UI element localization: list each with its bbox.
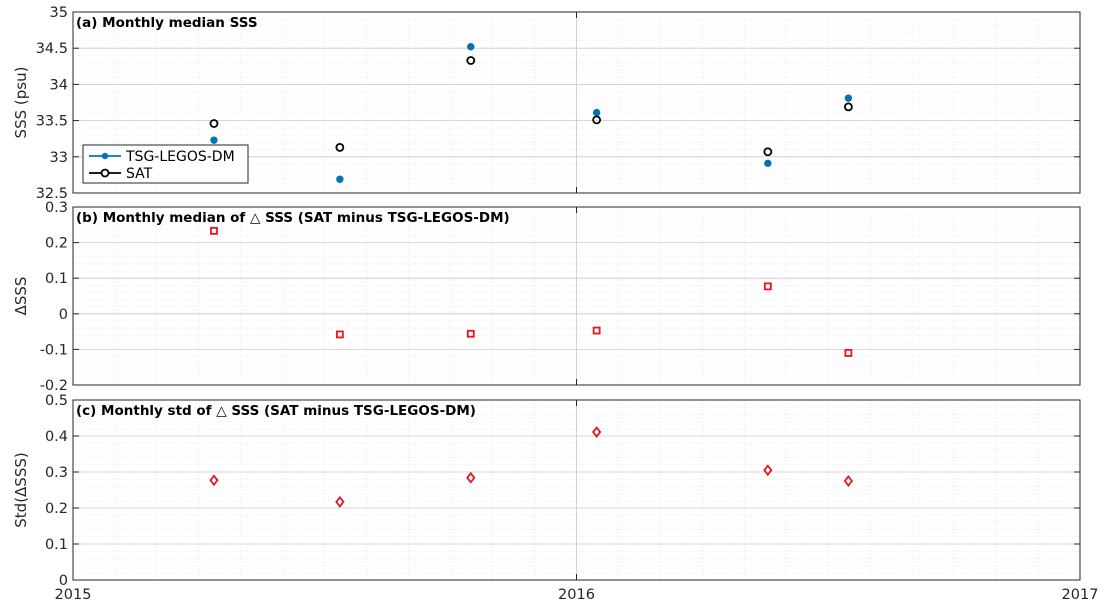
data-point-delta-std	[466, 471, 476, 484]
data-point-tsg	[467, 43, 475, 51]
data-point-delta-median	[592, 326, 601, 335]
axes-frame	[72, 11, 1081, 194]
y-axis-label: ΔSSS	[12, 277, 30, 316]
legend-entry: TSG-LEGOS-DM	[89, 149, 235, 165]
series-1	[209, 56, 853, 157]
data-point-tsg	[764, 159, 772, 168]
y-tick-label: 33	[50, 150, 68, 166]
data-point-delta-std	[335, 495, 345, 508]
major-grid	[73, 207, 1080, 385]
legend-label: SAT	[126, 166, 153, 182]
minor-grid	[73, 400, 1080, 580]
panel-c: 0 0.1 0.2 0.3 0.4 0.5 Std(ΔSSS) (c) Monthly std…	[12, 393, 1098, 603]
y-tick-label: 0.1	[45, 271, 68, 287]
series-0	[209, 426, 854, 508]
data-point-delta-median	[466, 329, 475, 338]
data-point-delta-median	[844, 349, 853, 357]
x-tick-label: 2016	[558, 587, 595, 603]
legend-label: TSG-LEGOS-DM	[125, 149, 235, 165]
y-tick-label: 0	[59, 307, 68, 323]
data-point-sat	[209, 119, 219, 128]
data-point-delta-std	[843, 475, 854, 487]
data-point-delta-median	[335, 330, 344, 339]
y-tick-label: 34.5	[36, 41, 68, 57]
panel-title: (a) Monthly median SSS	[76, 15, 258, 31]
series-0	[210, 226, 853, 357]
y-tick-label: 0	[59, 573, 68, 589]
data-point-sat	[335, 142, 345, 152]
data-point-sat	[592, 115, 602, 125]
data-point-tsg	[592, 108, 601, 117]
y-axis-label: Std(ΔSSS)	[12, 452, 30, 527]
axes-frame	[72, 206, 1081, 386]
series-0	[210, 43, 853, 183]
data-point-sat	[466, 56, 476, 65]
y-tick-label: -0.1	[40, 342, 68, 358]
y-tick-label: 0.1	[45, 537, 68, 553]
data-point-delta-std	[763, 464, 773, 477]
y-tick-label: 0.5	[45, 393, 68, 409]
y-tick-label: 35	[50, 5, 68, 21]
data-point-sat	[763, 147, 773, 157]
y-tick-label: 33.5	[36, 114, 68, 130]
data-point-delta-median	[763, 282, 772, 291]
panel-a: 32.5 33 33.5 34 34.5 35 SSS (psu) (a) Monthly m…	[12, 5, 1081, 202]
data-point-tsg	[336, 175, 344, 183]
data-point-sat	[843, 102, 853, 112]
panel-b: -0.2 -0.1 0 0.1 0.2 0.3 ΔSSS (b) Monthly median…	[12, 200, 1081, 394]
panel-title: (c) Monthly std of △ SSS (SAT minus TSG-…	[76, 403, 476, 419]
y-axis-label: SSS (psu)	[12, 67, 30, 139]
data-point-delta-median	[210, 226, 218, 235]
y-tick-label: 0.4	[45, 429, 68, 445]
legend-marker	[101, 152, 109, 160]
panel-title: (b) Monthly median of △ SSS (SAT minus T…	[76, 210, 510, 226]
minor-grid	[73, 12, 1080, 193]
y-tick-label: 32.5	[36, 186, 68, 202]
legend-box	[82, 144, 249, 184]
legend-marker	[100, 168, 110, 178]
x-tick-label: 2017	[1062, 587, 1099, 603]
y-tick-label: 34	[50, 77, 68, 93]
legend-entry: SAT	[89, 166, 153, 182]
x-tick-label: 2015	[55, 587, 92, 603]
major-grid	[73, 400, 1080, 580]
data-point-tsg	[844, 94, 853, 102]
y-tick-label: 0.3	[45, 465, 68, 481]
y-tick-label: 0.2	[45, 236, 68, 252]
data-point-delta-std	[591, 426, 602, 439]
data-point-tsg	[210, 136, 218, 144]
data-point-delta-std	[209, 474, 219, 487]
axes-frame	[72, 399, 1081, 581]
y-tick-label: -0.2	[40, 378, 68, 394]
y-tick-label: 0.2	[45, 501, 68, 517]
y-tick-label: 0.3	[45, 200, 68, 216]
